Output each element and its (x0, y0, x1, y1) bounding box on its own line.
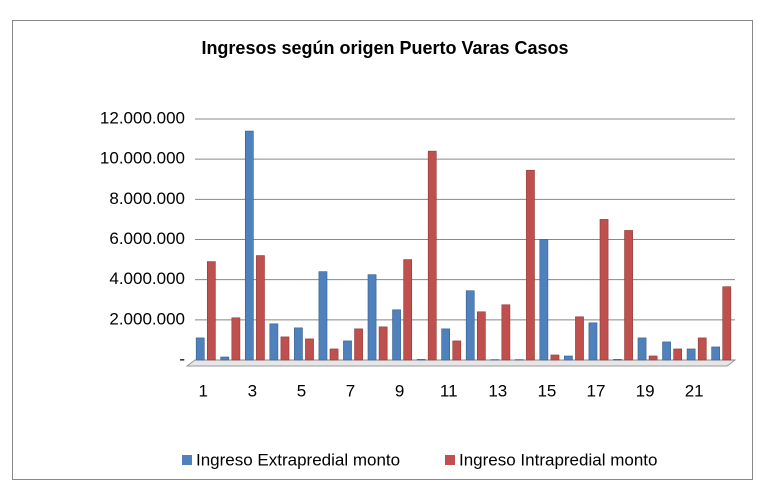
y-tick-label: 10.000.000 (100, 149, 185, 168)
legend-swatch (445, 455, 455, 465)
bar (613, 359, 621, 360)
bar (379, 327, 387, 360)
bar (723, 287, 731, 360)
bar (355, 329, 363, 360)
y-tick-label: 6.000.000 (109, 229, 185, 248)
bar (207, 262, 215, 360)
bar (589, 323, 597, 360)
bar (343, 341, 351, 360)
y-tick-label: 2.000.000 (109, 309, 185, 328)
bar (638, 338, 646, 360)
bar (196, 338, 204, 360)
y-tick-label: 12.000.000 (100, 108, 185, 127)
x-tick-label: 15 (537, 381, 556, 400)
x-tick-label: 7 (346, 381, 355, 400)
bar (368, 275, 376, 360)
bar (564, 356, 572, 360)
y-tick-label: 4.000.000 (109, 269, 185, 288)
bar (305, 339, 313, 360)
x-tick-label: 3 (248, 381, 257, 400)
bar (502, 305, 510, 360)
x-tick-label: 13 (488, 381, 507, 400)
x-tick-label: 21 (685, 381, 704, 400)
bar (663, 342, 671, 360)
bar (256, 256, 264, 360)
legend-label: Ingreso Extrapredial monto (196, 450, 400, 469)
bar (245, 131, 253, 360)
bar (687, 349, 695, 360)
bar (281, 337, 289, 360)
bar (712, 347, 720, 360)
bar (551, 355, 559, 360)
y-tick-label: 8.000.000 (109, 189, 185, 208)
chart-border (13, 21, 753, 480)
bar (393, 310, 401, 360)
bar (477, 312, 485, 360)
bar (526, 170, 534, 360)
floor (187, 360, 735, 366)
bar (221, 357, 229, 360)
bar (270, 324, 278, 360)
legend-swatch (182, 455, 192, 465)
x-tick-label: 19 (636, 381, 655, 400)
bar (428, 151, 436, 360)
bar (698, 338, 706, 360)
bar (330, 349, 338, 360)
x-tick-label: 17 (587, 381, 606, 400)
y-tick-label: - (179, 349, 185, 368)
chart-title: Ingresos según origen Puerto Varas Casos (201, 38, 568, 58)
bar (466, 291, 474, 360)
bar (575, 317, 583, 360)
bar (540, 240, 548, 361)
x-tick-label: 5 (297, 381, 306, 400)
x-tick-label: 9 (395, 381, 404, 400)
bar (442, 329, 450, 360)
bar (404, 260, 412, 360)
bar (232, 318, 240, 360)
legend-label: Ingreso Intrapredial monto (459, 450, 657, 469)
bar (319, 272, 327, 360)
x-tick-label: 1 (199, 381, 208, 400)
bar (417, 359, 425, 360)
bar (600, 219, 608, 360)
bar (649, 356, 657, 360)
x-tick-label: 11 (440, 381, 458, 400)
bar (625, 230, 633, 360)
bar (294, 328, 302, 360)
bar (674, 349, 682, 360)
bar (453, 341, 461, 360)
